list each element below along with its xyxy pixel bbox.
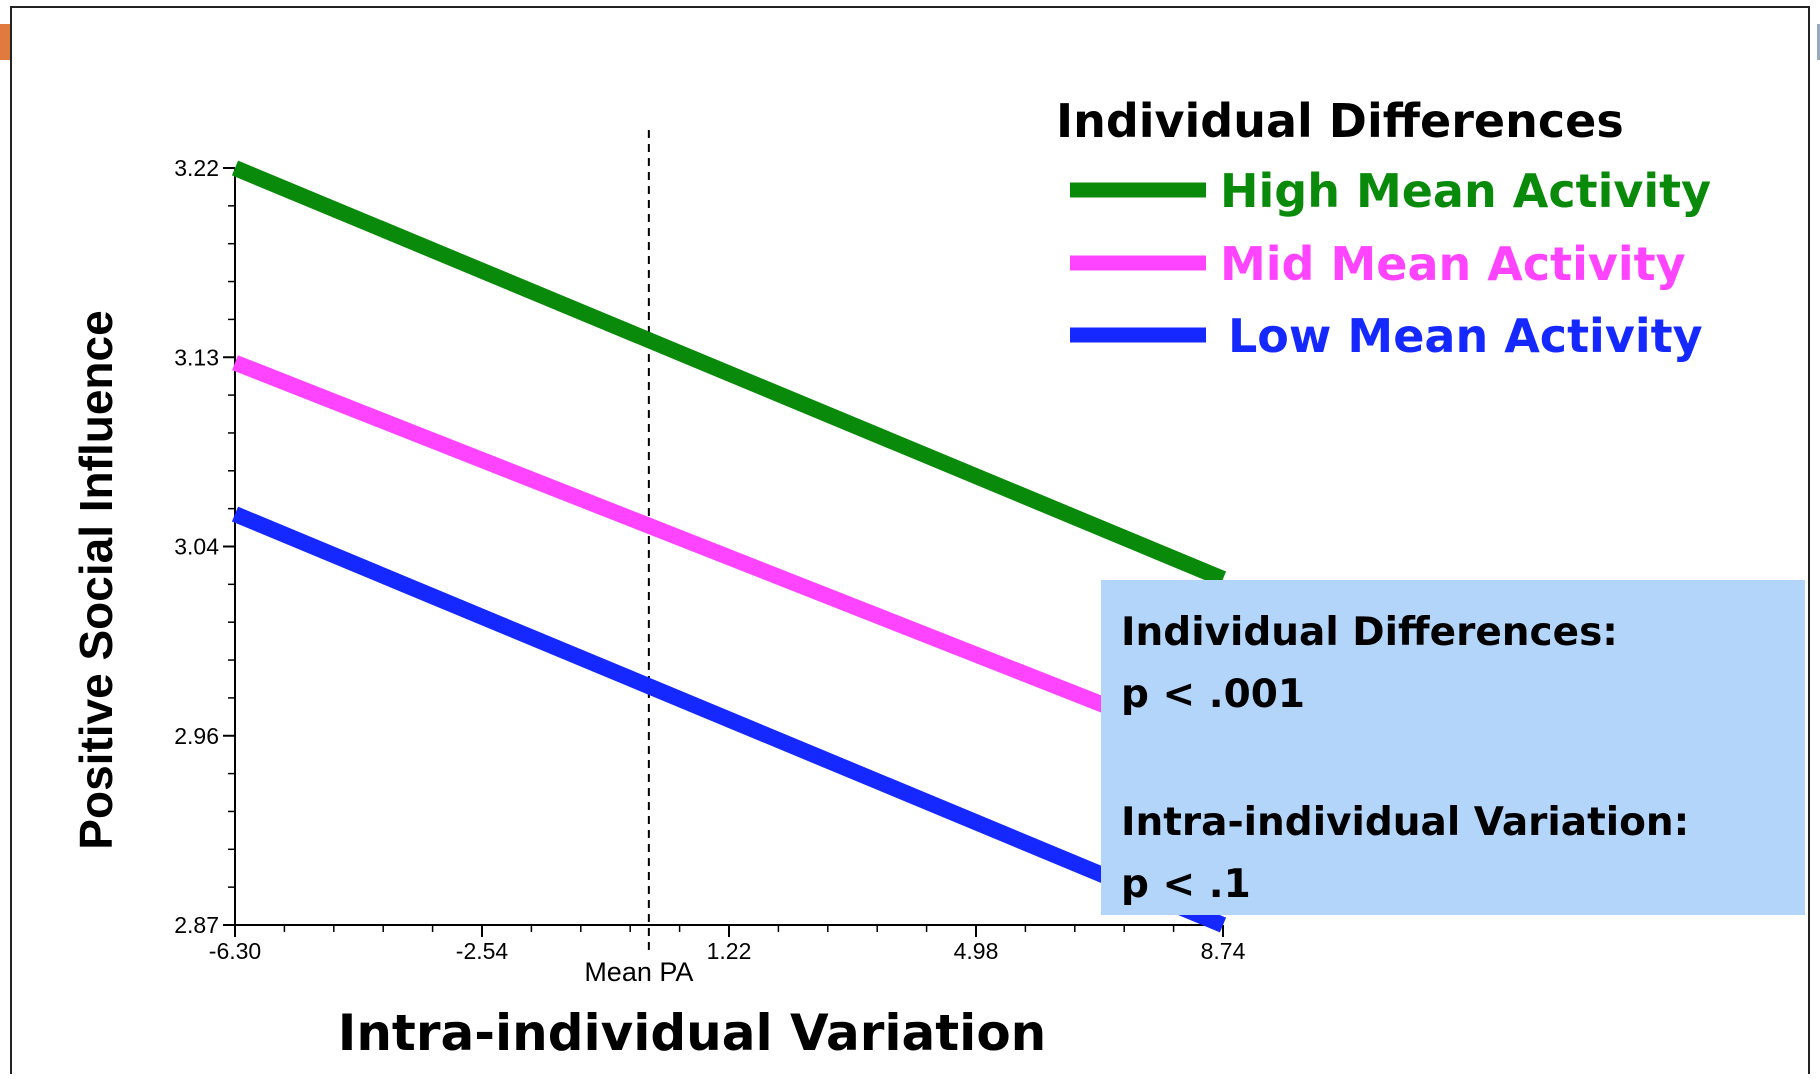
legend-label-1: High Mean Activity — [1220, 164, 1711, 218]
stats-line2-value: p < .1 — [1121, 862, 1251, 907]
y-tick-label: 3.22 — [174, 155, 219, 181]
stats-line1-label: Individual Differences: — [1121, 610, 1618, 655]
legend-label-3: Low Mean Activity — [1228, 309, 1703, 363]
slide-corner-accent — [0, 24, 10, 60]
legend: Individual Differences High Mean Activity… — [1056, 94, 1711, 363]
label-layer: 2.87 2.96 3.04 3.13 3.22 -6.30 -2.54 1.22 4.98 8.… — [70, 155, 1246, 1062]
series-line-2 — [232, 355, 1226, 760]
series-layer — [231, 160, 1227, 933]
series-line-3 — [231, 506, 1227, 933]
slide-corner-accent-right — [1817, 24, 1820, 60]
stats-box: Individual Differences: p < .001 Intra-i… — [1101, 580, 1805, 915]
y-tick-label: 2.87 — [174, 912, 219, 938]
legend-label-2: Mid Mean Activity — [1220, 237, 1686, 291]
x-tick-label: 4.98 — [954, 938, 999, 964]
x-axis-title: Intra-individual Variation — [338, 1004, 1047, 1062]
x-tick-label: 1.22 — [707, 938, 752, 964]
slide-frame — [10, 6, 1810, 1074]
stats-line2-label: Intra-individual Variation: — [1121, 800, 1690, 845]
x-tick-label: 8.74 — [1201, 938, 1246, 964]
y-axis-title: Positive Social Influence — [70, 310, 122, 849]
series-line-1 — [231, 160, 1227, 587]
legend-title: Individual Differences — [1056, 94, 1624, 148]
y-tick-label: 2.96 — [174, 723, 219, 749]
stats-spacer — [1121, 726, 1785, 792]
mean-reference-label: Mean PA — [584, 957, 693, 987]
x-tick-label: -6.30 — [209, 938, 261, 964]
x-tick-label: -2.54 — [456, 938, 509, 964]
y-tick-label: 3.13 — [174, 344, 219, 370]
y-tick-label: 3.04 — [174, 534, 219, 560]
stats-line1-value: p < .001 — [1121, 672, 1305, 717]
axes-layer — [223, 130, 1224, 955]
